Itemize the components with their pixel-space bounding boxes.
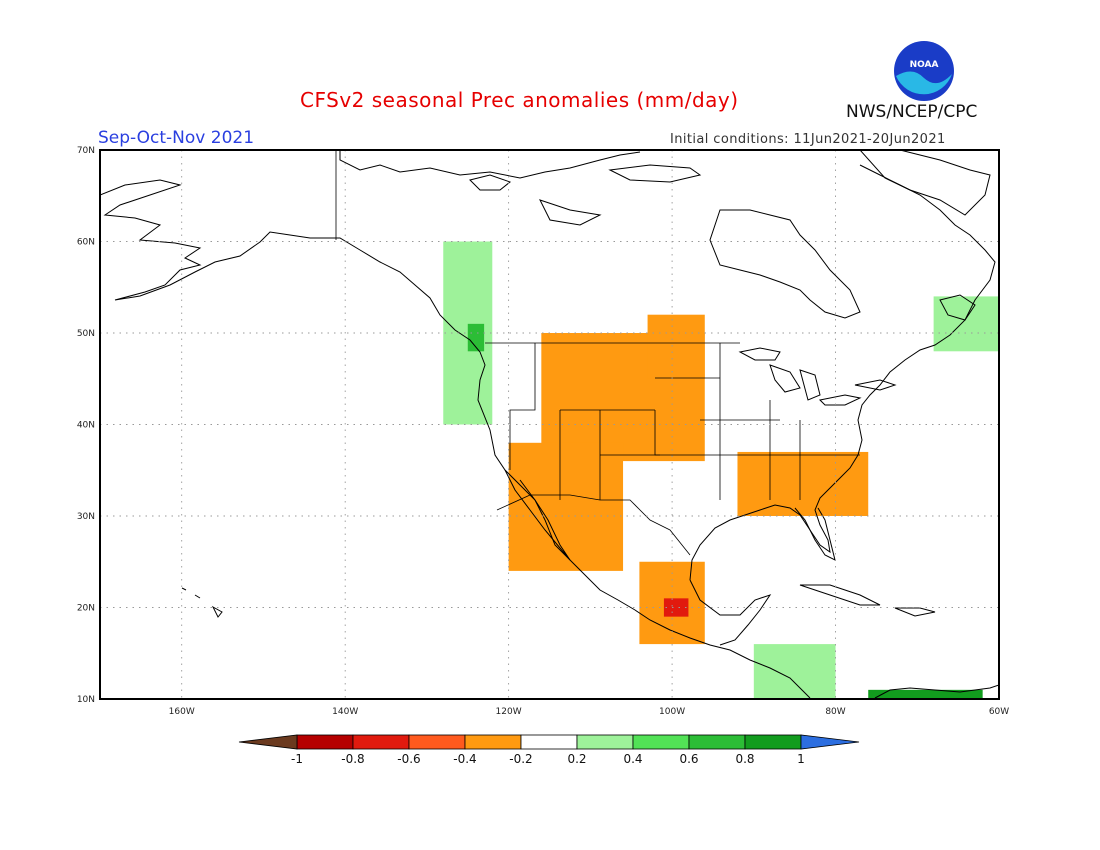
colorbar-segment — [352, 734, 410, 750]
lat-label: 60N — [77, 238, 95, 248]
colorbar-labels: -1 -0.8 -0.6 -0.4 -0.2 0.2 0.4 0.6 0.8 1 — [291, 752, 805, 766]
colorbar-segment — [688, 734, 746, 750]
agency-label: NWS/NCEP/CPC — [846, 102, 978, 122]
colorbar-segment — [576, 734, 634, 750]
lat-label: 70N — [77, 146, 95, 156]
map-frame — [99, 149, 1000, 700]
lon-label: 80W — [825, 707, 845, 717]
colorbar-label: -0.4 — [453, 752, 476, 766]
colorbar-high-arrow — [800, 734, 860, 750]
anomaly-cell — [933, 296, 999, 352]
colorbar-segment — [464, 734, 522, 750]
colorbar-label: -0.2 — [509, 752, 532, 766]
lon-label: 120W — [496, 707, 522, 717]
colorbar-low-arrow — [238, 734, 298, 750]
lon-label: 140W — [332, 707, 358, 717]
colorbar-segment — [632, 734, 690, 750]
map-title: CFSv2 seasonal Prec anomalies (mm/day) — [300, 88, 739, 112]
coastline-layer — [100, 150, 999, 699]
lon-label: 60W — [989, 707, 1009, 717]
anomaly-cell — [467, 323, 485, 352]
colorbar-label: 0.8 — [735, 752, 754, 766]
season-label: Sep-Oct-Nov 2021 — [98, 128, 255, 148]
anomaly-cell — [508, 442, 624, 571]
lat-label: 20N — [77, 604, 95, 614]
graticule — [100, 150, 999, 699]
lon-label: 100W — [659, 707, 685, 717]
longitude-labels: 160W 140W 120W 100W 80W 60W — [169, 707, 1010, 717]
anomaly-layer — [443, 241, 999, 699]
anomaly-cell — [737, 451, 869, 516]
lat-label: 40N — [77, 421, 95, 431]
noaa-logo-text: NOAA — [910, 60, 939, 70]
initial-conditions-label: Initial conditions: 11Jun2021-20Jun2021 — [670, 132, 946, 147]
noaa-logo: NOAA — [894, 41, 954, 101]
lat-label: 10N — [77, 695, 95, 705]
anomaly-cell — [663, 598, 689, 617]
colorbar-label: -0.8 — [341, 752, 364, 766]
border-layer — [335, 150, 860, 556]
latitude-labels: 70N 60N 50N 40N 30N 20N 10N — [77, 146, 95, 705]
colorbar-label: 0.2 — [567, 752, 586, 766]
lon-label: 160W — [169, 707, 195, 717]
colorbar-segment — [408, 734, 466, 750]
lat-label: 50N — [77, 329, 95, 339]
lat-label: 30N — [77, 512, 95, 522]
colorbar-label: 0.6 — [679, 752, 698, 766]
anomaly-cell — [647, 314, 705, 379]
colorbar-label: -1 — [291, 752, 303, 766]
colorbar — [238, 734, 860, 750]
colorbar-segment — [520, 734, 578, 750]
anomaly-cell — [868, 689, 983, 699]
colorbar-segment — [744, 734, 802, 750]
colorbar-label: 0.4 — [623, 752, 642, 766]
colorbar-label: -0.6 — [397, 752, 420, 766]
anomaly-cell — [753, 644, 836, 699]
colorbar-label: 1 — [797, 752, 805, 766]
colorbar-segment — [296, 734, 354, 750]
